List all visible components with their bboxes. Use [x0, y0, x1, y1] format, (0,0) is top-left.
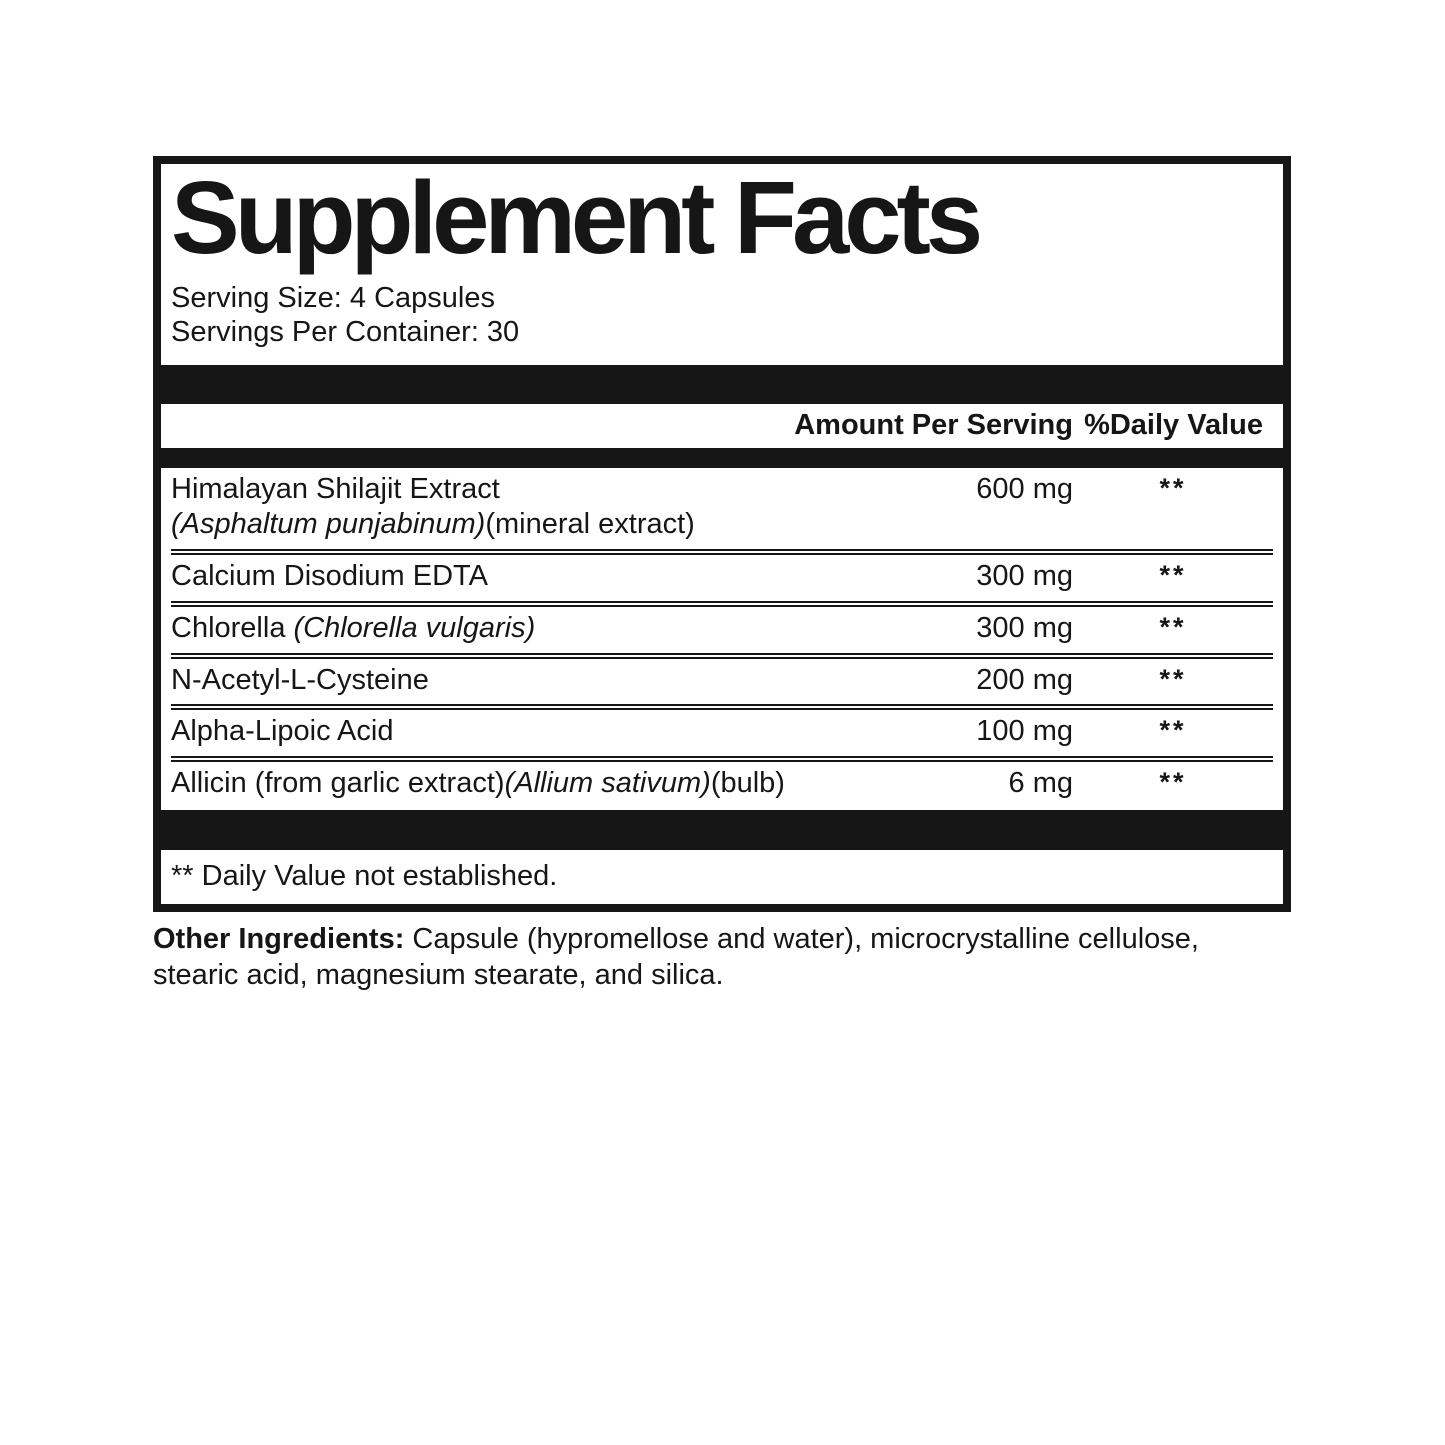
ingredient-name: Calcium Disodium EDTA — [171, 559, 873, 594]
serving-info: Serving Size: 4 Capsules Servings Per Co… — [161, 281, 1283, 349]
serving-size: Serving Size: 4 Capsules — [171, 282, 495, 314]
ingredient-name: N-Acetyl-L-Cysteine — [171, 663, 873, 698]
supplement-facts-panel: Supplement Facts Serving Size: 4 Capsule… — [153, 156, 1291, 912]
ingredient-row: Himalayan Shilajit Extract (Asphaltum pun… — [171, 468, 1273, 549]
ingredient-row: Alpha-Lipoic Acid 100 mg ** — [171, 704, 1273, 756]
ingredient-name: Himalayan Shilajit Extract (Asphaltum pun… — [171, 472, 873, 542]
ingredient-amount: 6 mg — [1008, 767, 1073, 800]
ingredient-amount: 100 mg — [976, 715, 1073, 748]
supplement-label: Supplement Facts Serving Size: 4 Capsule… — [153, 156, 1291, 994]
ingredient-daily-value: ** — [1159, 663, 1187, 694]
column-header-daily-value: %Daily Value — [1084, 409, 1263, 442]
divider-bar-bottom — [161, 810, 1283, 851]
ingredient-name-line: N-Acetyl-L-Cysteine — [171, 663, 429, 696]
ingredient-name-line: Allicin (from garlic extract)(Allium sat… — [171, 767, 785, 800]
column-header-amount: Amount Per Serving — [794, 409, 1073, 442]
ingredient-amount: 200 mg — [976, 663, 1073, 696]
ingredient-name-line: Calcium Disodium EDTA — [171, 560, 488, 593]
ingredient-row: Chlorella (Chlorella vulgaris) 300 mg ** — [171, 600, 1273, 653]
divider-bar-header — [161, 448, 1283, 469]
ingredient-name: Chlorella (Chlorella vulgaris) — [171, 611, 873, 646]
other-ingredients: Other Ingredients: Capsule (hypromellose… — [153, 921, 1245, 994]
panel-title: Supplement Facts — [171, 160, 983, 275]
ingredient-row: Allicin (from garlic extract)(Allium sat… — [171, 756, 1273, 808]
other-ingredients-label: Other Ingredients: — [153, 922, 405, 955]
divider-bar-top — [161, 365, 1283, 405]
column-header-row: Amount Per Serving %Daily Value — [161, 404, 1283, 448]
ingredient-daily-value: ** — [1159, 611, 1187, 642]
daily-value-footnote: ** Daily Value not established. — [171, 860, 558, 893]
other-ingredients-text: Capsule (hypromellose and water), microc… — [153, 922, 1199, 992]
ingredient-name-line: Alpha-Lipoic Acid — [171, 715, 394, 748]
servings-per-container: Servings Per Container: 30 — [171, 316, 520, 349]
ingredient-amount: 600 mg — [976, 473, 1073, 506]
ingredient-daily-value: ** — [1159, 473, 1187, 504]
ingredient-name-line: (Asphaltum punjabinum)(mineral extract) — [171, 508, 695, 541]
ingredient-daily-value: ** — [1159, 715, 1187, 746]
ingredient-name-line: Himalayan Shilajit Extract — [171, 473, 500, 506]
ingredient-name: Alpha-Lipoic Acid — [171, 714, 873, 749]
ingredient-row: Calcium Disodium EDTA 300 mg ** — [171, 549, 1273, 601]
ingredient-row: N-Acetyl-L-Cysteine 200 mg ** — [171, 652, 1273, 705]
ingredient-name-line: Chlorella (Chlorella vulgaris) — [171, 611, 536, 644]
ingredient-daily-value: ** — [1159, 767, 1187, 798]
ingredient-rows: Himalayan Shilajit Extract (Asphaltum pun… — [161, 468, 1283, 808]
ingredient-amount: 300 mg — [976, 560, 1073, 593]
ingredient-daily-value: ** — [1159, 560, 1187, 591]
ingredient-amount: 300 mg — [976, 611, 1073, 644]
ingredient-name: Allicin (from garlic extract)(Allium sat… — [171, 766, 873, 801]
